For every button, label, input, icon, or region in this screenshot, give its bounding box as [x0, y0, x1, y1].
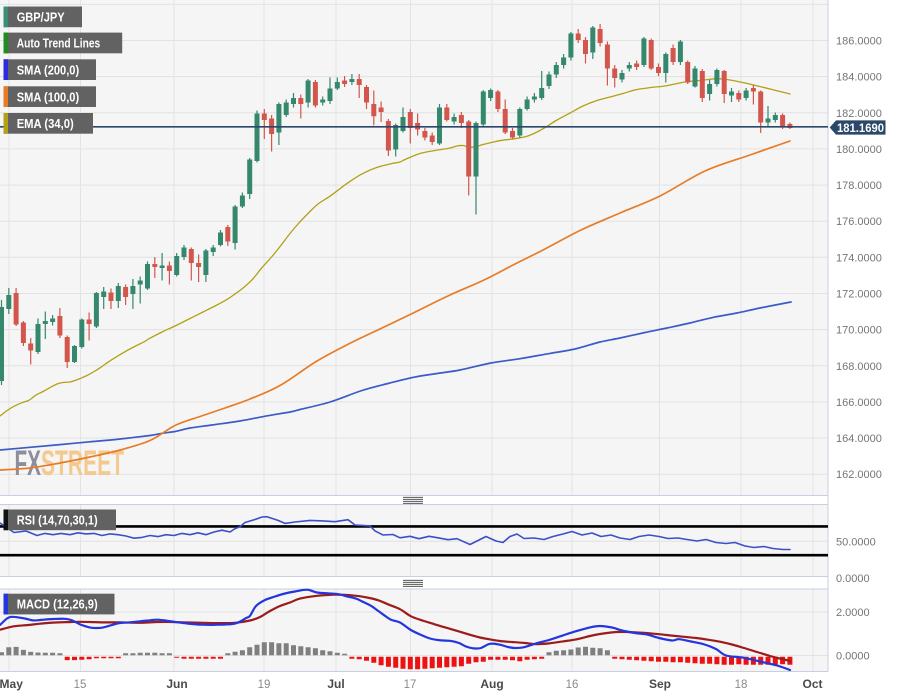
- svg-text:0.0000: 0.0000: [836, 651, 870, 663]
- svg-text:178.0000: 178.0000: [836, 180, 882, 192]
- svg-text:162.0000: 162.0000: [836, 469, 882, 481]
- svg-text:50.0000: 50.0000: [836, 536, 876, 548]
- svg-text:RSI (14,70,30,1): RSI (14,70,30,1): [17, 514, 98, 528]
- svg-text:Jun: Jun: [166, 677, 187, 691]
- svg-text:FX: FX: [15, 443, 42, 483]
- svg-text:Aug: Aug: [480, 677, 503, 691]
- svg-text:May: May: [0, 677, 23, 691]
- svg-text:STREET: STREET: [41, 443, 124, 483]
- svg-text:17: 17: [404, 679, 417, 691]
- svg-text:182.0000: 182.0000: [836, 108, 882, 120]
- svg-text:18: 18: [735, 679, 748, 691]
- svg-text:176.0000: 176.0000: [836, 216, 882, 228]
- svg-text:16: 16: [566, 679, 579, 691]
- svg-text:SMA (200,0): SMA (200,0): [17, 63, 79, 77]
- svg-text:Sep: Sep: [649, 677, 671, 691]
- svg-text:186.0000: 186.0000: [836, 36, 882, 48]
- svg-text:SMA (100,0): SMA (100,0): [17, 90, 79, 104]
- svg-text:15: 15: [74, 679, 87, 691]
- svg-text:166.0000: 166.0000: [836, 397, 882, 409]
- svg-text:180.0000: 180.0000: [836, 144, 882, 156]
- svg-text:Oct: Oct: [802, 677, 822, 691]
- svg-text:174.0000: 174.0000: [836, 252, 882, 264]
- svg-text:Jul: Jul: [327, 677, 344, 691]
- svg-text:181.1690: 181.1690: [837, 121, 884, 135]
- svg-text:EMA (34,0): EMA (34,0): [17, 117, 74, 131]
- svg-text:172.0000: 172.0000: [836, 289, 882, 301]
- svg-text:170.0000: 170.0000: [836, 325, 882, 337]
- svg-text:164.0000: 164.0000: [836, 433, 882, 445]
- svg-text:GBP/JPY: GBP/JPY: [17, 11, 66, 25]
- svg-text:MACD (12,26,9): MACD (12,26,9): [17, 598, 98, 612]
- svg-text:2.0000: 2.0000: [836, 607, 870, 619]
- svg-text:0.0000: 0.0000: [836, 573, 870, 585]
- svg-text:184.0000: 184.0000: [836, 72, 882, 84]
- svg-text:Auto Trend Lines: Auto Trend Lines: [17, 37, 101, 51]
- svg-text:19: 19: [258, 679, 271, 691]
- svg-text:168.0000: 168.0000: [836, 361, 882, 373]
